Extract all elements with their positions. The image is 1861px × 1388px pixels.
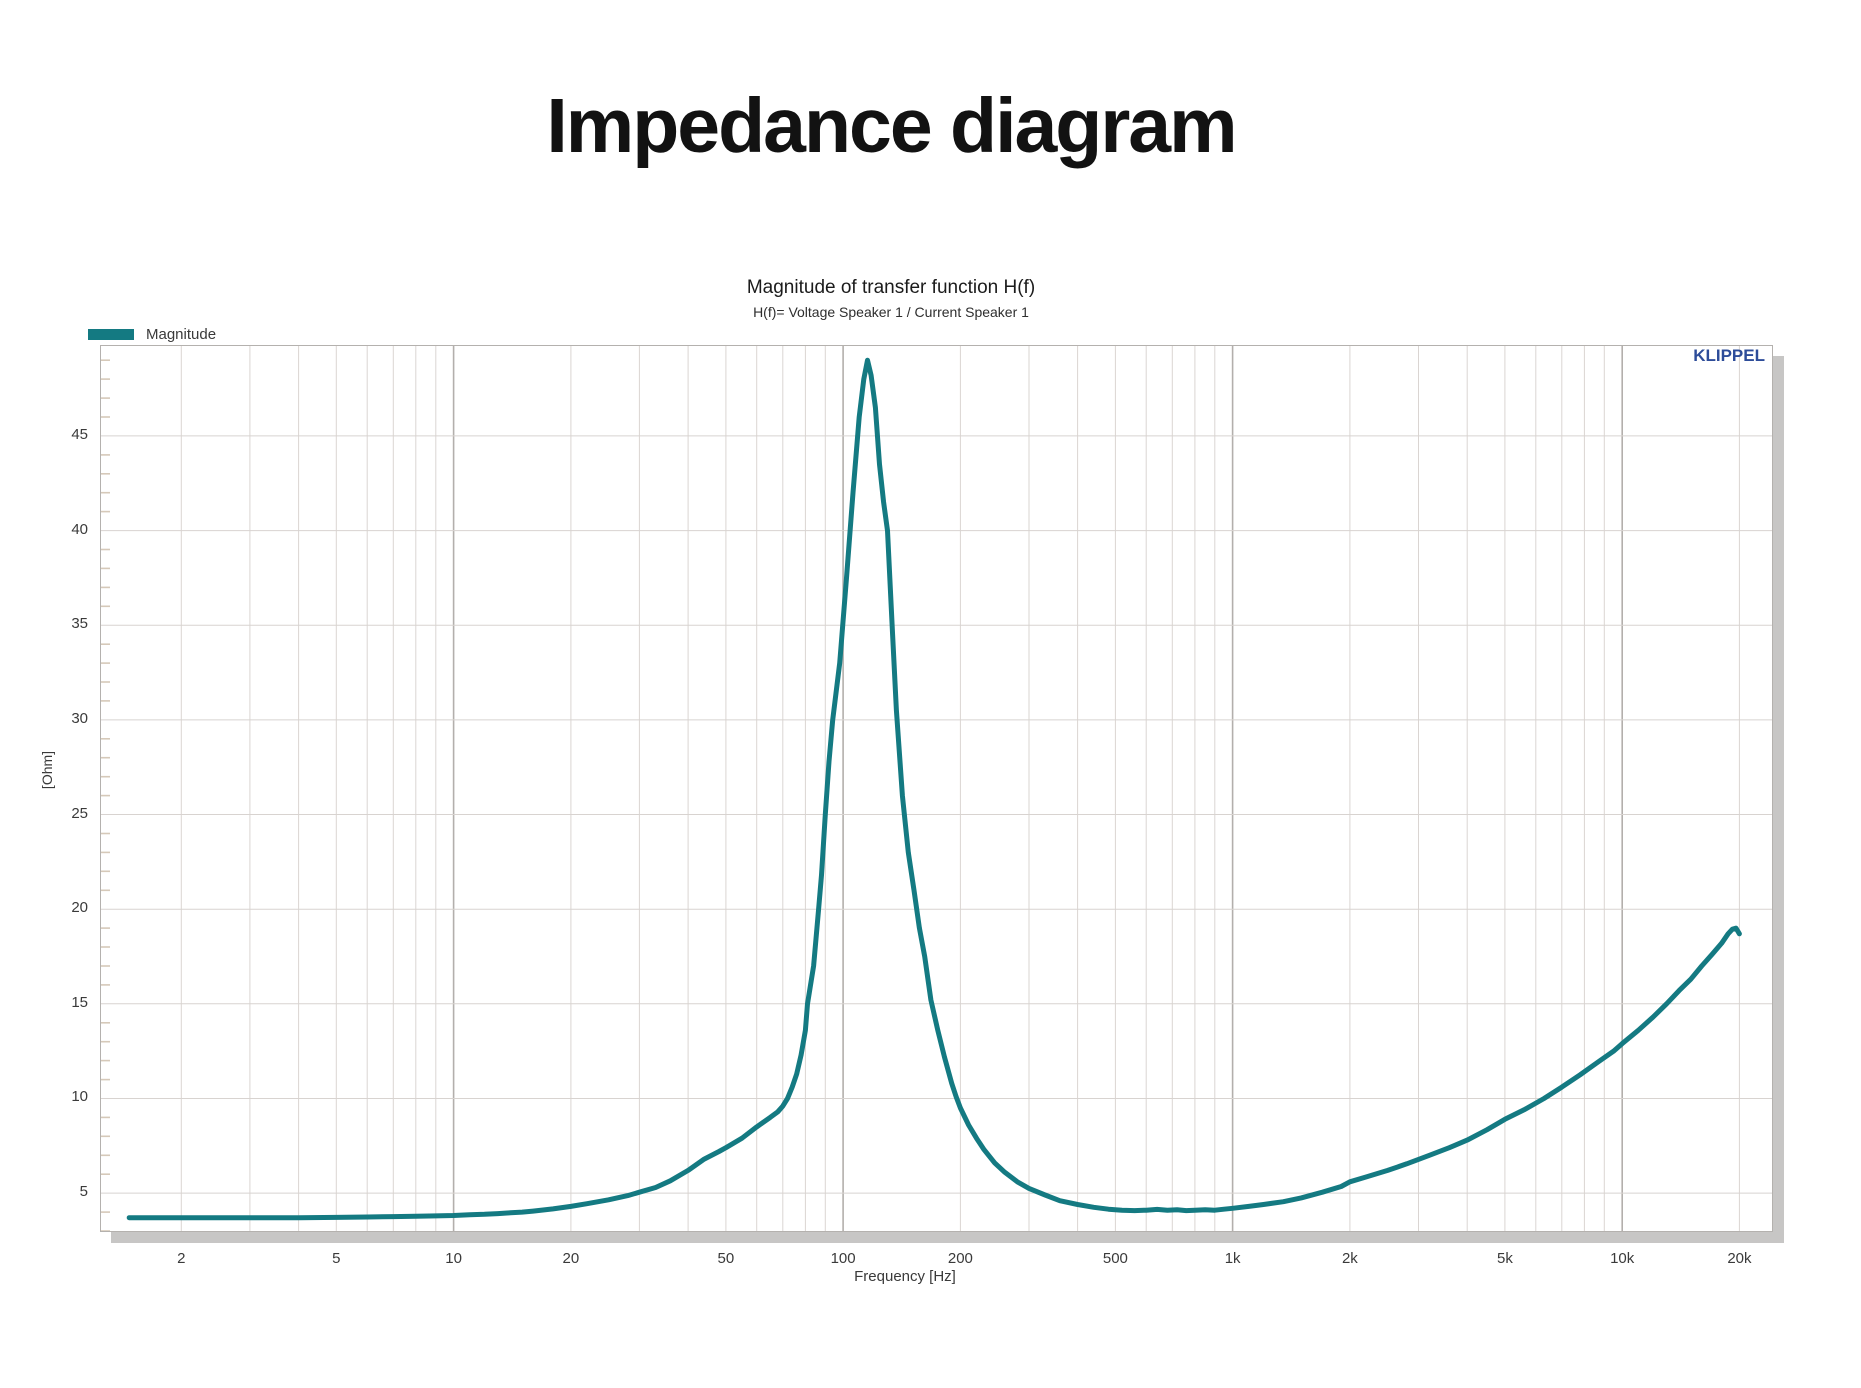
x-tick-label: 2k (1341, 1250, 1358, 1267)
y-tick-label: 15 (71, 993, 88, 1011)
y-tick-label: 35 (71, 615, 88, 633)
y-tick-label: 40 (71, 520, 88, 538)
x-tick-label: 2 (177, 1250, 186, 1267)
x-tick-label: 100 (830, 1250, 856, 1267)
x-tick-label: 50 (717, 1250, 735, 1267)
x-tick-label: 5k (1496, 1250, 1513, 1267)
chart-title: Magnitude of transfer function H(f) (746, 277, 1036, 298)
klippel-logo: KLIPPEL (1693, 346, 1765, 365)
legend-color-swatch (88, 329, 134, 340)
y-tick-label: 30 (71, 709, 88, 727)
x-tick-label: 20k (1727, 1250, 1752, 1267)
y-tick-label: 25 (71, 804, 88, 822)
x-tick-label: 10k (1610, 1250, 1635, 1267)
legend: Magnitude (88, 326, 216, 343)
grid-and-curve-svg (101, 346, 1772, 1231)
y-axis-unit-label: [Ohm] (39, 750, 55, 790)
x-tick-label: 10 (445, 1250, 462, 1267)
y-tick-label: 5 (79, 1183, 88, 1201)
legend-label: Magnitude (146, 326, 217, 343)
y-tick-label: 20 (71, 899, 88, 917)
magnitude-curve (126, 357, 1742, 1221)
chart-subtitle: H(f)= Voltage Speaker 1 / Current Speake… (753, 304, 1029, 320)
x-tick-label: 5 (332, 1250, 341, 1267)
x-tick-label: 1k (1224, 1250, 1241, 1267)
x-tick-label: 200 (947, 1250, 973, 1267)
y-tick-label: 10 (71, 1088, 88, 1106)
x-tick-label: 20 (562, 1250, 580, 1267)
x-axis-title: Frequency [Hz] (854, 1268, 956, 1285)
page-title: Impedance diagram (546, 83, 1237, 169)
x-tick-label: 500 (1102, 1250, 1128, 1267)
plot-area: KLIPPEL (100, 345, 1773, 1232)
y-tick-label: 45 (71, 425, 88, 443)
